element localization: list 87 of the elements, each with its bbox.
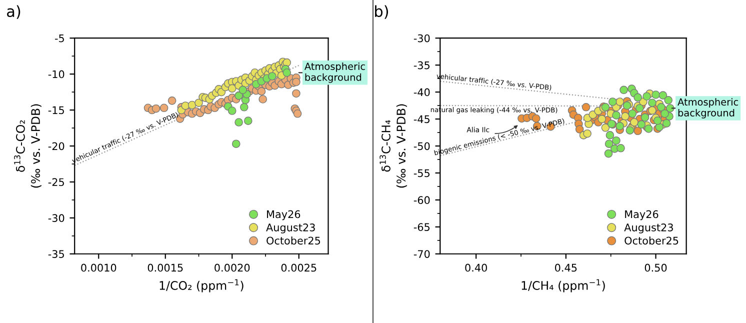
point (240, 103, 248, 112)
point (188, 100, 196, 110)
point (292, 78, 300, 86)
point (634, 93, 642, 102)
point (616, 98, 624, 106)
y-tick-label: -50 (414, 142, 430, 150)
point (634, 126, 642, 136)
y-axis-title: δ$^{13}$C-CH₄ (‰ vs. V-PDB) (380, 104, 407, 188)
point (604, 149, 613, 158)
point (598, 114, 606, 124)
point (660, 109, 669, 118)
point (616, 122, 624, 130)
x-tick-label: 0.0010 (81, 264, 116, 272)
x-axis-title: 1/CO₂ (ppm$^{−1}$) (160, 279, 244, 292)
point (234, 118, 243, 126)
point (244, 116, 252, 125)
y-tick-label: -30 (414, 34, 430, 42)
y-tick-label: -70 (414, 250, 430, 258)
point (160, 104, 168, 112)
point (228, 106, 236, 115)
point (612, 136, 620, 145)
y-tick-label: -60 (414, 196, 430, 204)
x-tick-label: 0.0025 (281, 264, 316, 272)
point (238, 86, 247, 94)
point (616, 144, 625, 152)
point (232, 140, 240, 148)
x-tick-label: 0.50 (644, 264, 667, 272)
point (532, 114, 540, 123)
y-tick-label: -10 (48, 70, 64, 78)
point (601, 124, 610, 132)
x-tick-label: 0.45 (555, 264, 577, 272)
legend-label: October25 (624, 236, 678, 245)
point (292, 89, 300, 98)
point (152, 104, 160, 113)
point (604, 140, 614, 148)
y-tick-label: -20 (48, 142, 64, 150)
y-tick-label: -35 (414, 61, 430, 70)
point (653, 116, 662, 125)
point (621, 112, 630, 120)
point (606, 131, 614, 140)
x-tick-label: 0.0015 (148, 264, 183, 272)
x-tick-label: 0.40 (465, 264, 487, 272)
annotation: Atmospheric background (304, 62, 365, 83)
y-tick-label: -15 (48, 106, 64, 114)
point (658, 91, 668, 100)
point (268, 72, 276, 80)
y-tick-label: -5 (55, 34, 64, 42)
point (648, 98, 656, 107)
x-tick-label: 0.0020 (214, 264, 250, 272)
annotation: Atmospheric background (678, 98, 738, 118)
point (257, 87, 266, 96)
point (664, 96, 673, 104)
point (228, 84, 236, 93)
y-tick-label: -40 (414, 88, 430, 96)
point (620, 86, 628, 94)
point (662, 119, 671, 128)
point (637, 120, 646, 129)
point (168, 96, 176, 105)
chart-title: a) (7, 5, 20, 19)
point (635, 104, 644, 112)
point (630, 118, 638, 126)
y-tick-label: -45 (414, 115, 430, 124)
legend-label: October25 (266, 236, 320, 245)
y-tick-label: -30 (48, 214, 64, 222)
y-axis-title: δ$^{13}$C-CO₂ (‰ vs. V-PDB) (14, 104, 42, 188)
point (575, 125, 584, 134)
point (628, 109, 637, 118)
point (608, 98, 617, 106)
point (640, 113, 650, 122)
legend-label: August23 (266, 223, 315, 234)
point (583, 129, 592, 138)
y-tick-label: -65 (414, 223, 430, 232)
point (293, 109, 302, 118)
legend-label: August23 (624, 223, 673, 234)
x-axis-title: 1/CH₄ (ppm$^{−1}$) (522, 279, 605, 292)
point (652, 90, 660, 99)
y-tick-label: -35 (48, 250, 64, 258)
legend-label: May26 (625, 210, 658, 220)
legend-label: May26 (267, 210, 300, 220)
point (582, 103, 590, 112)
y-tick-label: -55 (414, 169, 430, 178)
point (194, 98, 203, 107)
point (258, 95, 267, 104)
point (282, 68, 292, 77)
point (642, 92, 651, 101)
chart-title: b) (375, 5, 388, 19)
y-tick-label: -25 (48, 178, 64, 186)
